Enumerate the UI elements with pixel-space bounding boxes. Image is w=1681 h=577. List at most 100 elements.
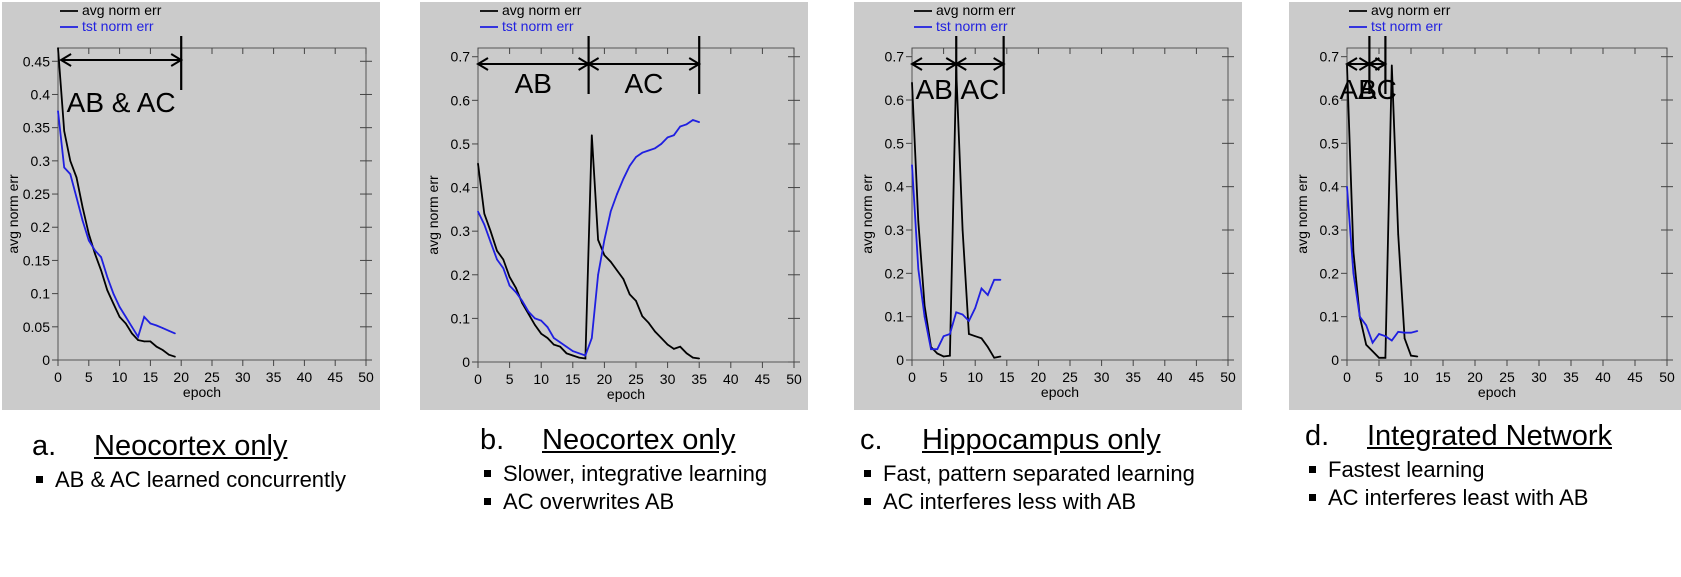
data-point (88, 233, 90, 235)
caption-bullet-text: Fast, pattern separated learning (883, 461, 1195, 486)
x-axis-label: epoch (1041, 384, 1079, 400)
x-tick-label: 20 (173, 369, 189, 385)
data-point (635, 300, 637, 302)
y-tick-label: 0.2 (451, 267, 471, 283)
phase-arrowhead-left (476, 57, 489, 71)
data-point (673, 134, 675, 136)
data-point (685, 123, 688, 126)
phase-arrowhead-left (1345, 57, 1358, 71)
x-tick-label: 10 (533, 371, 549, 387)
data-point (968, 320, 970, 322)
data-point (125, 322, 127, 325)
data-point (88, 239, 90, 242)
data-point (673, 348, 675, 350)
data-point (527, 311, 530, 313)
data-point (515, 287, 517, 289)
caption-a: a. Neocortex only AB & AC learned concurr… (32, 430, 346, 495)
x-tick-label: 0 (54, 369, 62, 385)
data-point (106, 289, 109, 292)
data-point (521, 300, 523, 302)
x-tick-label: 5 (940, 369, 948, 385)
x-tick-label: 25 (1499, 369, 1515, 385)
data-point (75, 196, 78, 199)
caption-bullet: AC interferes least with AB (1305, 485, 1612, 511)
data-point (622, 178, 625, 180)
panel-background (420, 2, 808, 410)
data-point (584, 354, 587, 357)
caption-letter: b. (480, 424, 505, 456)
data-point (942, 335, 945, 338)
y-tick-label: 0.2 (885, 265, 905, 281)
caption-bullet-text: Slower, integrative learning (503, 461, 768, 486)
y-tick-label: 0.4 (1320, 179, 1340, 195)
data-point (75, 176, 78, 179)
data-point (57, 110, 59, 112)
series-line-tst-norm-err (57, 111, 176, 339)
panel-background (2, 2, 380, 410)
caption-bullet-text: AB & AC learned concurrently (55, 467, 347, 492)
data-point (559, 345, 561, 348)
y-axis-label: avg norm err (1294, 174, 1310, 254)
data-point (502, 258, 505, 261)
x-tick-label: 40 (1157, 369, 1173, 385)
legend-label: avg norm err (936, 2, 1016, 18)
data-point (553, 337, 555, 339)
panel-background (854, 2, 1242, 410)
data-point (137, 339, 139, 341)
y-tick-label: 0.1 (31, 286, 51, 302)
data-point (993, 279, 995, 281)
y-tick-label: 0 (896, 352, 904, 368)
data-point (1416, 355, 1419, 358)
data-point (1371, 350, 1374, 353)
y-tick-label: 0.5 (885, 135, 905, 151)
data-point (546, 326, 549, 328)
caption-letter: a. (32, 430, 57, 462)
data-point (161, 327, 164, 329)
data-point (698, 121, 700, 123)
y-tick-label: 0.6 (451, 92, 471, 108)
data-point (161, 349, 164, 351)
data-point (155, 345, 158, 348)
x-tick-label: 5 (506, 371, 514, 387)
chart-panel-d: 0 5 10 15 20 25 30 35 40 45 50 0 0.1 0.2 0.3 0.4 0.5 0.6 0… (1289, 2, 1681, 410)
bullet-square-icon (864, 469, 871, 477)
data-point (137, 336, 139, 338)
data-point (698, 357, 700, 360)
data-point (100, 269, 102, 272)
data-point (496, 258, 498, 261)
x-tick-label: 20 (1031, 369, 1047, 385)
caption-bullets: Fast, pattern separated learning AC inte… (860, 461, 1195, 515)
data-point (100, 256, 102, 258)
x-tick-label: 15 (143, 369, 159, 385)
data-point (999, 279, 1002, 281)
x-tick-label: 10 (967, 369, 983, 385)
data-point (143, 340, 145, 343)
phase-label: AB & AC (67, 87, 176, 118)
x-tick-label: 0 (474, 371, 482, 387)
data-point (57, 47, 59, 49)
bullet-square-icon (1309, 465, 1316, 473)
panel-background (1289, 2, 1681, 410)
data-point (112, 292, 115, 295)
data-point (118, 306, 121, 308)
x-tick-label: 40 (297, 369, 313, 385)
caption-bullets: AB & AC learned concurrently (32, 467, 346, 493)
data-point (1352, 272, 1355, 275)
data-point (1365, 324, 1367, 327)
data-point (923, 315, 926, 318)
legend-label: tst norm err (936, 18, 1008, 34)
data-point (125, 316, 127, 318)
data-point (936, 352, 939, 355)
x-tick-label: 15 (565, 371, 581, 387)
phase-label: AB (915, 74, 952, 105)
phase-arrowhead-left (910, 57, 923, 71)
y-tick-label: 0.7 (1320, 49, 1340, 65)
x-tick-label: 20 (1467, 369, 1483, 385)
data-point (477, 162, 479, 165)
data-point (603, 239, 606, 241)
data-point (654, 330, 656, 333)
caption-bullet-text: AC interferes least with AB (1328, 485, 1589, 510)
data-point (572, 354, 574, 357)
data-point (559, 341, 561, 344)
data-point (911, 164, 913, 166)
